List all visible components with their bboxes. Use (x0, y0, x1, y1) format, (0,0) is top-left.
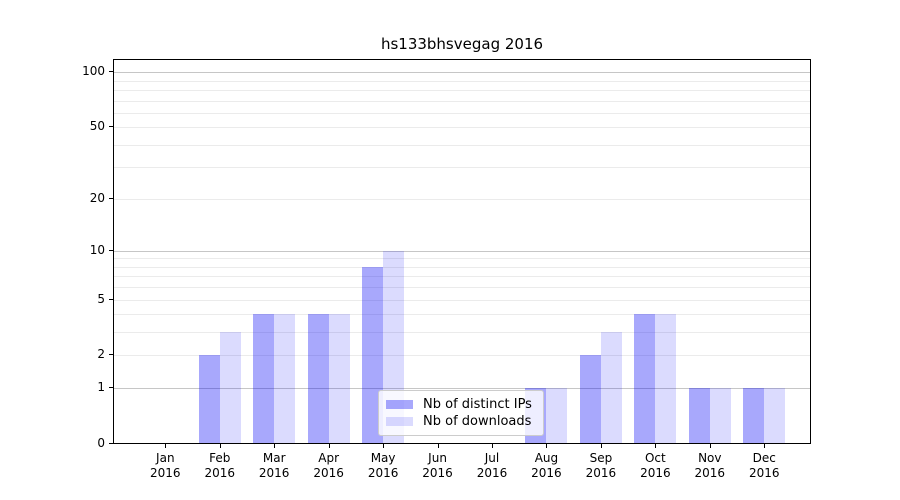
chart-bar (579, 355, 601, 443)
chart-bar (600, 332, 622, 443)
x-tick-mark (219, 444, 221, 448)
minor-gridline (114, 266, 810, 268)
y-tick-label: 1 (97, 380, 105, 395)
x-tick-mark (492, 444, 493, 448)
chart-bar (253, 314, 275, 443)
chart-bar (328, 314, 350, 443)
x-tick-mark (383, 444, 385, 448)
y-tick-label: 2 (97, 347, 105, 362)
x-tick-mark (165, 444, 167, 448)
x-tick-mark (546, 444, 548, 448)
x-tick-mark (600, 444, 602, 448)
legend-row: Nb of distinct IPs (386, 396, 535, 413)
minor-gridline (114, 355, 810, 357)
chart-bar (688, 388, 710, 443)
chart-bar (655, 314, 677, 443)
minor-gridline (114, 100, 810, 102)
y-tick-mark (109, 298, 113, 300)
y-tick-mark (109, 71, 113, 73)
chart-title: hs133bhsvegag 2016 (380, 35, 544, 53)
y-tick-mark (109, 354, 113, 356)
x-tick-label: Mar 2016 (258, 451, 290, 480)
chart-bar (198, 355, 220, 443)
minor-gridline (114, 112, 810, 114)
y-tick-label: 5 (97, 291, 105, 306)
legend-label: Nb of downloads (423, 413, 532, 429)
major-gridline (114, 250, 810, 252)
x-tick-label: Jan 2016 (150, 451, 181, 480)
chart-bar (274, 314, 296, 443)
minor-gridline (114, 299, 810, 301)
minor-gridline (114, 332, 810, 334)
x-tick-mark (655, 444, 657, 448)
x-tick-label: Oct 2016 (640, 451, 671, 480)
x-tick-label: Jul 2016 (476, 451, 508, 480)
chart-bar (307, 314, 329, 443)
x-tick-label: Feb 2016 (204, 451, 236, 480)
x-tick-label: Nov 2016 (694, 451, 726, 480)
legend-row: Nb of downloads (386, 413, 535, 430)
minor-gridline (114, 167, 810, 169)
y-tick-label: 100 (82, 64, 105, 79)
y-tick-mark (109, 249, 113, 251)
y-tick-mark (109, 443, 113, 444)
chart-bar (546, 388, 568, 443)
x-tick-mark (328, 444, 330, 448)
x-tick-mark (709, 444, 711, 448)
x-tick-label: May 2016 (367, 451, 399, 480)
x-tick-label: Aug 2016 (531, 451, 562, 480)
chart-bar (362, 266, 384, 443)
x-tick-mark (437, 444, 439, 448)
chart-bar (709, 388, 731, 443)
y-tick-label: 50 (89, 119, 105, 134)
chart-bar (743, 388, 765, 443)
y-tick-mark (109, 126, 113, 128)
y-tick-mark (109, 387, 113, 389)
legend-label: Nb of distinct IPs (423, 396, 532, 412)
legend: Nb of distinct IPs Nb of downloads (378, 390, 544, 436)
minor-gridline (114, 287, 810, 289)
y-tick-label: 20 (89, 190, 105, 205)
plot-area (113, 59, 811, 444)
minor-gridline (114, 258, 810, 260)
minor-gridline (114, 144, 810, 146)
y-tick-label: 10 (89, 242, 105, 257)
minor-gridline (114, 314, 810, 316)
legend-swatch-distinct-ips (386, 400, 413, 409)
x-tick-label: Apr 2016 (313, 451, 344, 480)
minor-gridline (114, 276, 810, 278)
major-gridline (114, 72, 810, 74)
chart-bar (764, 388, 786, 443)
x-tick-label: Jun 2016 (422, 451, 453, 480)
x-tick-label: Sep 2016 (585, 451, 617, 480)
y-tick-label: 0 (97, 436, 105, 450)
legend-swatch-downloads (386, 417, 413, 426)
x-tick-mark (274, 444, 276, 448)
x-tick-mark (764, 444, 766, 448)
minor-gridline (114, 89, 810, 91)
chart-bar (219, 332, 241, 443)
major-gridline (114, 388, 810, 390)
minor-gridline (114, 80, 810, 82)
minor-gridline (114, 198, 810, 200)
minor-gridline (114, 127, 810, 129)
y-tick-mark (109, 197, 113, 199)
chart-bar (634, 314, 656, 443)
x-tick-label: Dec 2016 (748, 451, 780, 480)
